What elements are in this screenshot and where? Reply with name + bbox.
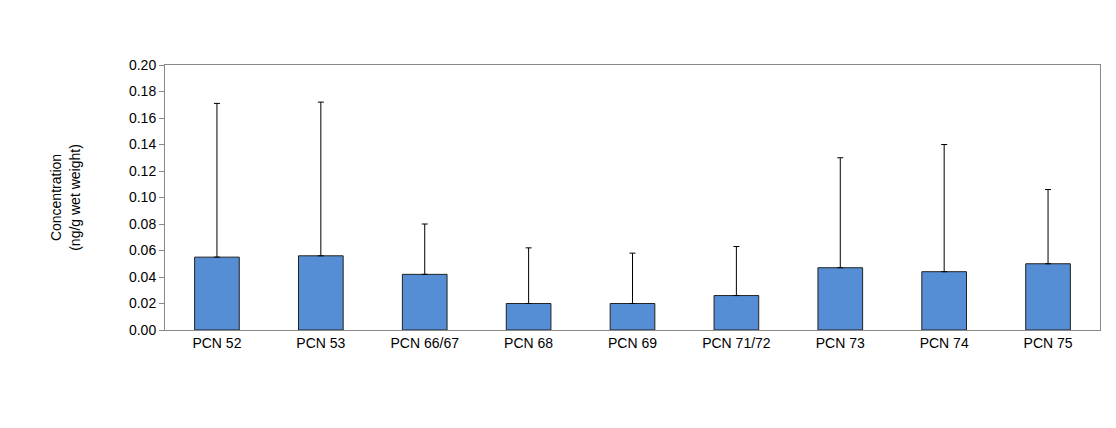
svg-text:0.06: 0.06 [129, 242, 156, 258]
svg-text:PCN 53: PCN 53 [296, 335, 345, 351]
svg-text:PCN 69: PCN 69 [608, 335, 657, 351]
svg-text:Concentration(ng/g wet weight): Concentration(ng/g wet weight) [48, 144, 82, 251]
svg-text:0.02: 0.02 [129, 295, 156, 311]
svg-text:0.14: 0.14 [129, 136, 156, 152]
svg-text:0.12: 0.12 [129, 163, 156, 179]
svg-text:0.04: 0.04 [129, 269, 156, 285]
svg-text:PCN 66/67: PCN 66/67 [390, 335, 459, 351]
svg-text:PCN 68: PCN 68 [504, 335, 553, 351]
svg-text:PCN 52: PCN 52 [192, 335, 241, 351]
svg-text:0.10: 0.10 [129, 189, 156, 205]
svg-text:PCN 71/72: PCN 71/72 [702, 335, 771, 351]
svg-text:0.16: 0.16 [129, 110, 156, 126]
svg-text:0.08: 0.08 [129, 216, 156, 232]
svg-text:PCN 74: PCN 74 [920, 335, 969, 351]
svg-text:0.00: 0.00 [129, 322, 156, 338]
svg-text:PCN 75: PCN 75 [1024, 335, 1073, 351]
svg-text:0.20: 0.20 [129, 57, 156, 73]
svg-text:PCN 73: PCN 73 [816, 335, 865, 351]
svg-text:0.18: 0.18 [129, 83, 156, 99]
